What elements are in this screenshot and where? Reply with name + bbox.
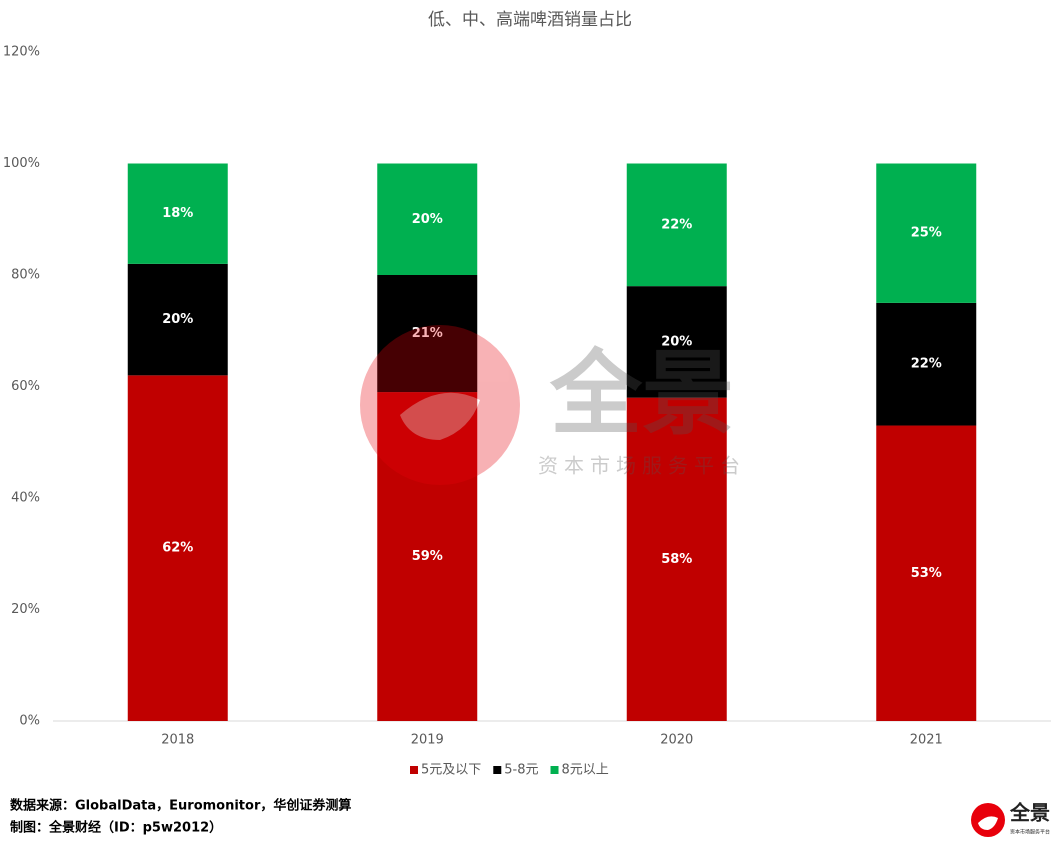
data-label: 21% xyxy=(412,326,443,341)
x-tick-label: 2018 xyxy=(161,733,194,748)
data-label: 22% xyxy=(661,217,692,232)
watermark-logo-cut xyxy=(400,392,480,440)
legend-label: 5元及以下 xyxy=(421,763,481,778)
bar-segment xyxy=(377,275,478,393)
bar-segment xyxy=(876,425,977,721)
footer-logo: 全景 资本市场服务平台 xyxy=(971,801,1050,837)
legend-swatch xyxy=(493,766,502,774)
bar-segment xyxy=(626,286,727,398)
y-tick-label: 80% xyxy=(11,268,40,283)
bar-segment xyxy=(377,392,478,721)
credit-note: 制图：全景财经（ID：p5w2012） xyxy=(10,820,222,836)
bar-segment xyxy=(127,375,228,721)
bar-segment xyxy=(626,397,727,721)
footer-logo-cut xyxy=(978,816,998,830)
data-label: 20% xyxy=(162,312,193,327)
bar-segment xyxy=(876,302,977,426)
legend: 5元及以下 5-8元 8元以上 xyxy=(410,763,609,778)
data-label: 25% xyxy=(911,226,942,241)
data-label: 20% xyxy=(412,212,443,227)
bar-segment xyxy=(127,263,228,376)
data-label: 20% xyxy=(661,334,692,349)
footer-logo-brand: 全景 xyxy=(1009,801,1050,825)
y-tick-label: 100% xyxy=(3,156,40,171)
y-tick-label: 60% xyxy=(11,379,40,394)
watermark-brand: 全景 xyxy=(549,340,734,447)
legend-label: 8元以上 xyxy=(562,763,609,778)
y-tick-label: 120% xyxy=(3,45,40,60)
footer-logo-tagline: 资本市场服务平台 xyxy=(1010,829,1050,836)
data-label: 22% xyxy=(911,357,942,372)
data-label: 18% xyxy=(162,206,193,221)
bar-segment xyxy=(626,163,727,287)
legend-swatch xyxy=(550,766,559,774)
source-note: 数据来源：GlobalData，Euromonitor，华创证券测算 xyxy=(10,798,351,814)
legend-label: 5-8元 xyxy=(504,763,538,778)
bar-segment xyxy=(377,163,478,275)
bar-segment xyxy=(127,163,228,264)
bar-segment xyxy=(876,163,977,303)
data-label: 59% xyxy=(412,549,443,564)
y-tick-label: 0% xyxy=(19,714,40,729)
watermark: 全景 资本市场服务平台 xyxy=(360,325,746,485)
plot-area: 0% 20% 40% 60% 80% 100% 120% 62% 20% 18% 2018 59% 21… xyxy=(3,45,1051,778)
x-tick-label: 2019 xyxy=(411,733,444,748)
watermark-logo xyxy=(360,325,520,485)
y-tick-label: 20% xyxy=(11,602,40,617)
data-label: 53% xyxy=(911,566,942,581)
x-tick-label: 2020 xyxy=(660,733,693,748)
x-tick-label: 2021 xyxy=(910,733,943,748)
data-label: 58% xyxy=(661,552,692,567)
chart-title: 低、中、高端啤酒销量占比 xyxy=(428,10,632,30)
watermark-tagline: 资本市场服务平台 xyxy=(538,454,746,478)
data-label: 62% xyxy=(162,541,193,556)
legend-swatch xyxy=(410,766,418,774)
y-tick-label: 40% xyxy=(11,491,40,506)
